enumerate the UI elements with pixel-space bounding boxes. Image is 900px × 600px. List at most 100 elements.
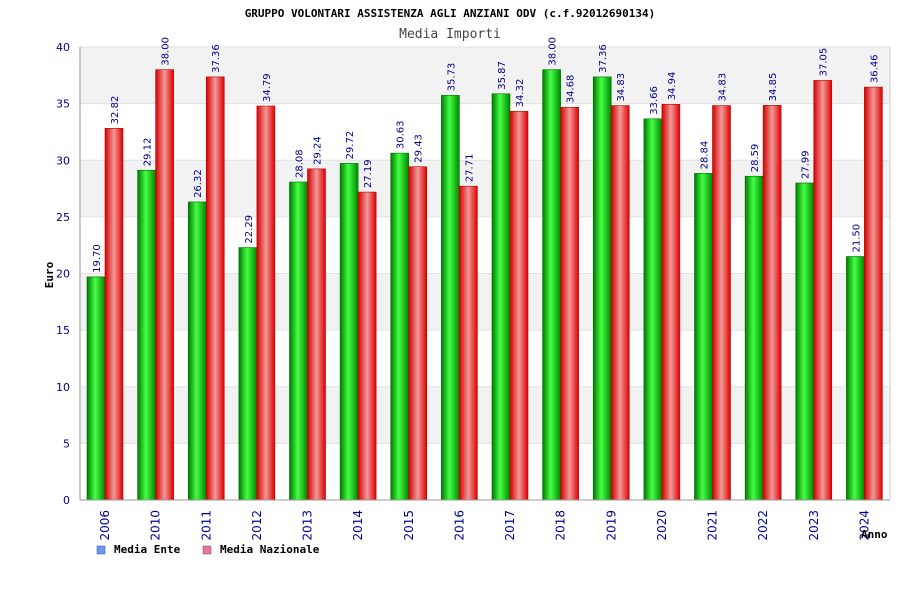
bar-media-nazionale-2017 <box>509 111 529 501</box>
bar-media-nazionale-2024 <box>864 86 883 501</box>
x-tick-label-2010: 2010 <box>149 510 163 541</box>
value-label-media-nazionale-2020: 34.94 <box>667 72 678 101</box>
value-label-media-nazionale-2011: 37.36 <box>211 44 222 73</box>
x-tick-label-2022: 2022 <box>756 510 770 541</box>
bar-media-ente-2024 <box>846 256 865 501</box>
legend-label-media-ente: Media Ente <box>114 543 181 556</box>
y-tick-label: 20 <box>56 268 70 281</box>
value-label-media-ente-2021: 28.84 <box>700 141 711 170</box>
bar-media-ente-2015 <box>390 152 410 501</box>
value-label-media-nazionale-2016: 27.71 <box>464 154 475 183</box>
value-label-media-ente-2012: 22.29 <box>244 215 255 244</box>
value-label-media-nazionale-2013: 29.24 <box>313 136 324 165</box>
bar-media-ente-2011 <box>187 201 207 501</box>
bar-media-nazionale-2023 <box>813 80 833 501</box>
value-label-media-ente-2014: 29.72 <box>345 131 356 160</box>
bar-media-nazionale-2014 <box>357 191 377 501</box>
y-tick-label: 40 <box>56 41 70 54</box>
bar-media-nazionale-2012 <box>256 105 276 501</box>
y-axis-label: Euro <box>43 261 56 288</box>
bar-media-ente-2018 <box>542 69 561 501</box>
y-tick-label: 0 <box>63 494 70 507</box>
value-label-media-nazionale-2012: 34.79 <box>262 73 273 102</box>
y-tick-label: 15 <box>56 324 70 337</box>
bar-media-nazionale-2016 <box>459 185 478 501</box>
value-label-media-ente-2017: 35.87 <box>497 61 508 90</box>
value-label-media-nazionale-2014: 27.19 <box>363 159 374 188</box>
value-label-media-nazionale-2017: 34.32 <box>515 79 526 108</box>
value-label-media-nazionale-2021: 34.83 <box>718 73 729 102</box>
bar-media-nazionale-2006 <box>104 128 124 501</box>
x-tick-label-2018: 2018 <box>554 510 568 541</box>
y-tick-label: 10 <box>56 381 70 394</box>
bar-media-nazionale-2019 <box>610 105 630 501</box>
value-label-media-nazionale-2022: 34.85 <box>768 73 779 102</box>
value-label-media-ente-2010: 29.12 <box>143 138 154 167</box>
chart-subtitle: Media Importi <box>399 27 501 42</box>
x-tick-label-2015: 2015 <box>402 510 416 541</box>
value-label-media-nazionale-2018: 34.68 <box>566 75 577 104</box>
x-axis-ticks: 2006 2010 2011 2012 2013 2014 2015 2016 2017 2018… <box>98 510 871 541</box>
x-tick-label-2014: 2014 <box>351 510 365 541</box>
legend-swatch-media-ente <box>96 545 106 555</box>
value-label-media-ente-2018: 38.00 <box>548 37 559 66</box>
value-label-media-nazionale-2023: 37.05 <box>819 48 830 77</box>
bar-media-nazionale-2010 <box>155 69 174 501</box>
value-label-media-ente-2019: 37.36 <box>598 44 609 73</box>
bar-media-nazionale-2015 <box>408 166 428 501</box>
x-tick-label-2023: 2023 <box>807 510 821 541</box>
bar-media-nazionale-2013 <box>307 168 326 501</box>
bar-media-nazionale-2021 <box>712 105 731 501</box>
bar-media-ente-2016 <box>441 95 460 501</box>
bar-media-ente-2020 <box>643 118 663 501</box>
value-label-media-nazionale-2015: 29.43 <box>414 134 425 163</box>
value-labels: 19.70 32.82 29.12 38.00 26.32 37.36 22.29 34.79… <box>92 37 880 273</box>
bar-media-ente-2019 <box>592 76 612 501</box>
x-tick-label-2013: 2013 <box>301 510 315 541</box>
legend: Media Ente Media Nazionale <box>96 543 320 556</box>
y-tick-label: 30 <box>56 154 70 167</box>
value-label-media-ente-2023: 27.99 <box>801 150 812 179</box>
bar-media-ente-2022 <box>744 175 764 501</box>
value-label-media-ente-2020: 33.66 <box>649 86 660 115</box>
bar-media-nazionale-2018 <box>560 106 579 501</box>
legend-label-media-nazionale: Media Nazionale <box>220 543 320 556</box>
bar-media-ente-2014 <box>339 163 359 501</box>
bar-media-ente-2023 <box>795 182 815 501</box>
y-tick-label: 5 <box>63 437 70 450</box>
chart-title: GRUPPO VOLONTARI ASSISTENZA AGLI ANZIANI… <box>245 7 656 20</box>
x-tick-label-2012: 2012 <box>250 510 264 541</box>
x-tick-label-2019: 2019 <box>604 510 618 541</box>
x-tick-label-2024: 2024 <box>857 510 871 541</box>
value-label-media-ente-2013: 28.08 <box>295 149 306 178</box>
legend-swatch-media-nazionale <box>202 545 212 555</box>
value-label-media-nazionale-2010: 38.00 <box>161 37 172 66</box>
value-label-media-nazionale-2024: 36.46 <box>869 54 880 83</box>
value-label-media-ente-2015: 30.63 <box>396 120 407 149</box>
y-tick-label: 25 <box>56 211 70 224</box>
x-tick-label-2006: 2006 <box>98 510 112 541</box>
value-label-media-ente-2016: 35.73 <box>446 63 457 92</box>
bar-media-nazionale-2011 <box>205 76 225 501</box>
bar-media-ente-2013 <box>289 181 308 501</box>
bar-media-nazionale-2020 <box>661 104 681 501</box>
value-label-media-nazionale-2006: 32.82 <box>110 96 121 125</box>
value-label-media-ente-2006: 19.70 <box>92 244 103 273</box>
bars <box>86 69 883 501</box>
y-axis-ticks: 0 5 10 15 20 25 30 35 40 <box>56 41 70 507</box>
bar-media-nazionale-2022 <box>762 105 782 501</box>
x-tick-label-2020: 2020 <box>655 510 669 541</box>
bar-media-ente-2006 <box>86 276 106 501</box>
value-label-media-ente-2024: 21.50 <box>851 224 862 253</box>
bar-media-ente-2012 <box>238 247 258 501</box>
value-label-media-ente-2022: 28.59 <box>750 144 761 173</box>
x-tick-label-2017: 2017 <box>503 510 517 541</box>
bar-media-ente-2021 <box>694 173 713 501</box>
x-tick-label-2016: 2016 <box>452 510 466 541</box>
value-label-media-nazionale-2019: 34.83 <box>616 73 627 102</box>
x-tick-label-2021: 2021 <box>706 510 720 541</box>
x-axis-label: Anno <box>861 528 888 541</box>
bar-media-ente-2010 <box>137 169 156 501</box>
x-tick-label-2011: 2011 <box>199 510 213 541</box>
